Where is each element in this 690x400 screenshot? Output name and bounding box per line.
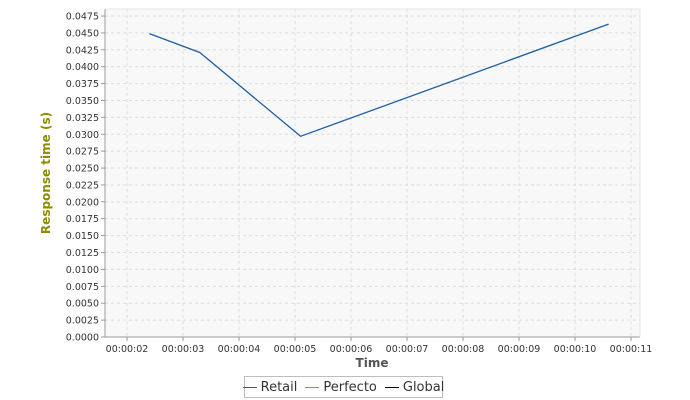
x-tick-label: 00:00:06	[330, 344, 373, 355]
legend-item-perfecto: Perfecto	[305, 380, 377, 395]
y-tick-label: 0.0175	[66, 214, 99, 225]
y-tick-label: 0.0025	[66, 316, 99, 327]
x-tick-label: 00:00:04	[218, 344, 261, 355]
y-tick-label: 0.0200	[66, 197, 99, 208]
legend-swatch-global	[384, 386, 399, 388]
y-axis-label: Response time (s)	[39, 112, 53, 234]
plot-background	[105, 9, 640, 337]
y-tick-label: 0.0300	[66, 130, 99, 141]
legend: Retail Perfecto Global	[242, 376, 445, 398]
x-tick-label: 00:00:03	[162, 344, 205, 355]
y-tick-label: 0.0250	[66, 164, 99, 175]
legend-swatch-retail	[242, 386, 257, 388]
y-tick-label: 0.0150	[66, 231, 99, 242]
legend-label-retail: Retail	[260, 379, 298, 395]
x-tick-label: 00:00:10	[554, 344, 597, 355]
legend-label-global: Global	[402, 379, 445, 395]
y-tick-label: 0.0275	[66, 147, 99, 158]
y-tick-label: 0.0425	[66, 45, 99, 56]
y-tick-label: 0.0375	[66, 79, 99, 90]
x-tick-label: 00:00:09	[498, 344, 541, 355]
x-tick-label: 00:00:05	[274, 344, 317, 355]
x-tick-label: 00:00:02	[106, 344, 149, 355]
plot-area: 0.0000 0.0025 0.0050 0.0075 0.0100 0.0125 0.01…	[66, 8, 653, 355]
legend-item-retail: Retail	[242, 379, 298, 395]
y-tick-label: 0.0000	[66, 333, 99, 344]
x-tick-label: 00:00:07	[386, 344, 429, 355]
x-tick-label: 00:00:11	[610, 344, 653, 355]
legend-label-perfecto: Perfecto	[323, 379, 377, 395]
y-tick-label: 0.0325	[66, 113, 99, 124]
y-tick-label: 0.0125	[66, 248, 99, 259]
y-tick-label: 0.0400	[66, 62, 99, 73]
y-tick-label: 0.0050	[66, 299, 99, 310]
legend-swatch-perfecto	[305, 386, 320, 388]
y-tick-label: 0.0450	[66, 28, 99, 39]
series-line-retail	[149, 23, 609, 138]
x-axis-label: Time	[356, 356, 389, 370]
legend-item-global: Global	[384, 379, 445, 395]
y-tick-label: 0.0225	[66, 180, 99, 191]
y-tick-label: 0.0475	[66, 12, 99, 23]
y-tick-label: 0.0075	[66, 282, 99, 293]
y-tick-label: 0.0100	[66, 265, 99, 276]
x-tick-label: 00:00:08	[442, 344, 485, 355]
y-tick-label: 0.0350	[66, 96, 99, 107]
